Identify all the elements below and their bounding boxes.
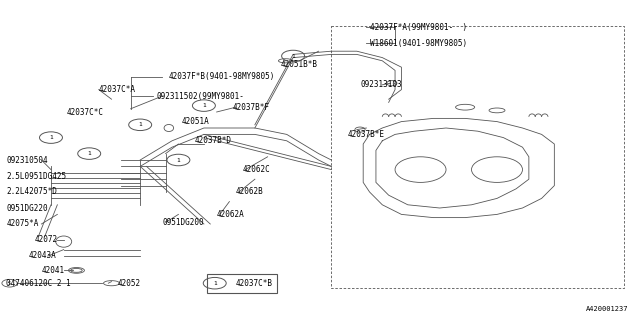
Text: 0951DG220: 0951DG220 [6,204,48,212]
Text: 42037C*C: 42037C*C [67,108,104,116]
Text: 42052: 42052 [118,279,141,288]
Text: 092313103: 092313103 [360,80,402,89]
Text: 2.2L42075*D: 2.2L42075*D [6,188,57,196]
Text: 1: 1 [177,157,180,163]
Text: 1: 1 [49,135,53,140]
Text: 42072: 42072 [35,236,58,244]
Text: 42062C: 42062C [242,165,270,174]
Text: S: S [8,281,11,286]
Text: 047406120C 2 1: 047406120C 2 1 [6,279,71,288]
Text: 42037F*B(9401-98MY9805): 42037F*B(9401-98MY9805) [169,72,275,81]
Text: 42051A: 42051A [182,117,209,126]
Text: 42037B*F: 42037B*F [232,103,269,112]
Text: 1: 1 [202,103,206,108]
Text: 42062B: 42062B [236,188,264,196]
Text: 1: 1 [213,281,216,286]
Text: 42051B*B: 42051B*B [280,60,317,68]
Text: 092310504: 092310504 [6,156,48,164]
Text: 42041: 42041 [42,266,65,275]
Text: 42037C*A: 42037C*A [99,85,136,94]
Text: 2.5L0951DG425: 2.5L0951DG425 [6,172,67,180]
Text: 1: 1 [291,53,295,59]
Text: 42075*A: 42075*A [6,220,39,228]
Text: 42037C*B: 42037C*B [236,279,273,288]
Text: 42037B*D: 42037B*D [195,136,231,145]
Text: 42037B*E: 42037B*E [348,130,384,139]
Text: 42043A: 42043A [29,252,56,260]
Text: 42062A: 42062A [217,210,244,219]
Text: 092311502(99MY9801-: 092311502(99MY9801- [156,92,244,100]
Text: A420001237: A420001237 [586,306,628,312]
Text: 1: 1 [138,122,142,127]
Text: W18601(9401-98MY9805): W18601(9401-98MY9805) [369,39,467,48]
Text: 1: 1 [87,151,91,156]
Text: 42037F*A(99MY9801-  ): 42037F*A(99MY9801- ) [369,23,467,32]
Text: 0951DG200: 0951DG200 [163,218,204,227]
